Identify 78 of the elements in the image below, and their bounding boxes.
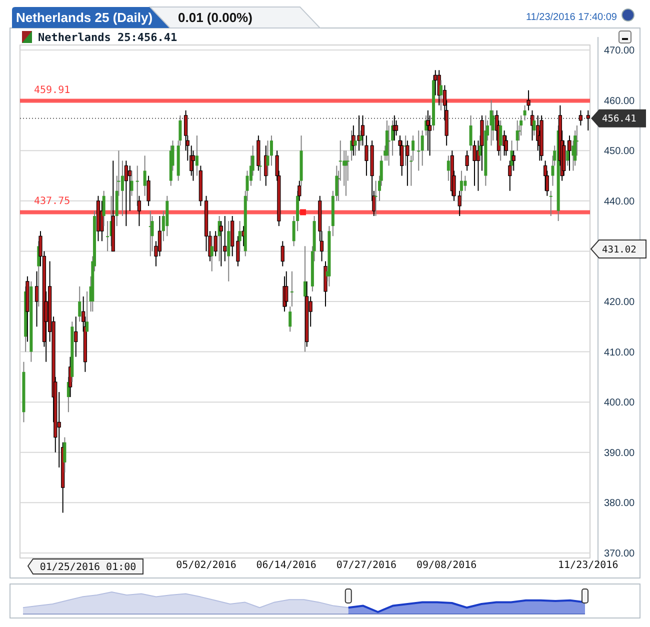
y-tick-label: 470.00	[604, 46, 636, 57]
candlestick	[394, 120, 398, 136]
candlestick	[270, 135, 273, 166]
candlestick	[446, 155, 450, 182]
candlestick	[526, 90, 530, 111]
text: 431.02	[602, 244, 636, 256]
candlestick	[214, 230, 218, 257]
candlestick	[280, 240, 284, 267]
candlestick	[136, 165, 139, 206]
candlestick	[106, 220, 110, 252]
candlestick	[74, 316, 78, 358]
y-tick-label: 440.00	[604, 196, 636, 208]
candlestick	[298, 180, 302, 202]
y-tick-label: 410.00	[604, 347, 636, 358]
candlestick	[464, 175, 467, 192]
candlestick	[258, 160, 262, 182]
candlestick	[288, 306, 292, 332]
candlestick	[417, 130, 420, 172]
x-tick-label: 09/08/2016	[416, 560, 477, 571]
y-tick-label: 460.00	[604, 96, 636, 107]
y-tick-label: 380.00	[604, 498, 636, 510]
candlestick	[195, 135, 198, 176]
candlestick	[406, 140, 410, 186]
chart-subtitle: 0.01 (0.00%)	[178, 10, 252, 25]
candlestick	[284, 270, 288, 308]
candlestick	[428, 114, 432, 156]
candlestick	[266, 140, 270, 176]
text: 01/25/2016 01:00	[40, 562, 136, 573]
candlestick	[120, 160, 124, 216]
candlestick	[102, 190, 106, 227]
candlestick	[426, 110, 430, 152]
candlestick	[420, 130, 424, 166]
legend-label: Netherlands 25:456.41	[38, 30, 178, 44]
ref-line-label: 437.75	[34, 196, 70, 208]
candlestick	[130, 170, 134, 196]
candlestick	[387, 124, 390, 166]
candlestick	[128, 165, 132, 212]
candlestick	[100, 200, 104, 242]
candlestick	[137, 195, 142, 227]
candlestick	[465, 150, 469, 172]
candlestick	[458, 190, 462, 216]
text: 11/23/2016 17:40:09	[526, 12, 618, 23]
candlestick	[523, 104, 526, 121]
candlestick	[146, 175, 150, 206]
y-tick-label: 370.00	[604, 548, 636, 560]
y-tick-label: 420.00	[604, 297, 636, 308]
candlestick	[354, 135, 357, 156]
candlestick	[460, 170, 463, 202]
candlestick	[578, 110, 582, 126]
candlestick	[344, 150, 348, 196]
candlestick	[124, 160, 128, 227]
y-tick-label: 400.00	[604, 398, 636, 409]
chart-title: Netherlands 25 (Daily)	[16, 10, 153, 25]
candlestick	[86, 290, 89, 332]
x-tick-label: 05/02/2016	[176, 560, 236, 571]
candlestick	[568, 135, 572, 172]
candlestick	[78, 286, 82, 322]
x-tick-label: 11/23/2016	[558, 560, 618, 571]
y-tick-label: 450.00	[604, 146, 636, 158]
ref-line-label: 456.41	[602, 114, 637, 125]
candlestick	[236, 236, 240, 267]
y-tick-label: 390.00	[604, 448, 636, 459]
candlestick	[210, 236, 214, 272]
x-tick-label: 07/27/2016	[336, 560, 397, 571]
candlestick	[434, 70, 438, 96]
x-tick-label: 06/14/2016	[256, 560, 316, 571]
candlestick	[63, 436, 66, 473]
candlestick	[532, 114, 536, 136]
candlestick	[143, 155, 146, 196]
candlestick	[439, 80, 442, 111]
candlestick	[290, 270, 294, 308]
ref-line-label: 459.91	[34, 84, 70, 96]
candlestick	[566, 140, 570, 166]
candlestick	[549, 190, 552, 216]
candlestick	[469, 114, 472, 152]
candlestick	[586, 110, 590, 131]
candlestick	[478, 135, 482, 162]
candlestick	[238, 220, 242, 252]
